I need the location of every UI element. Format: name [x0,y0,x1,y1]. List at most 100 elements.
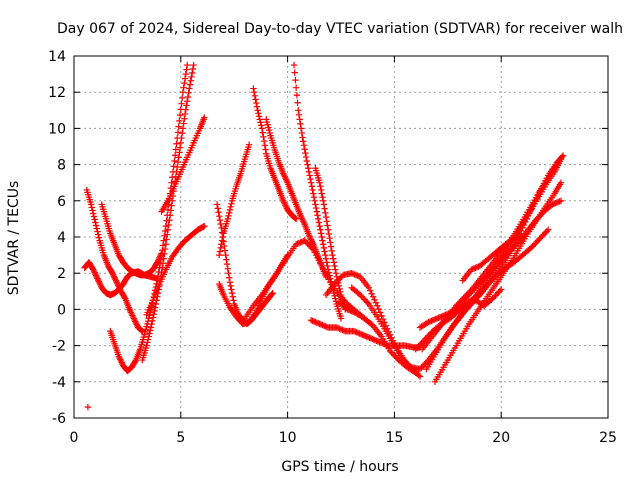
data-point [163,217,170,224]
data-point [479,276,486,284]
data-point [91,269,98,276]
data-point [418,339,425,347]
data-point [255,110,262,117]
data-point [312,201,319,208]
data-point [297,120,304,128]
data-point [94,228,101,235]
data-point [183,66,190,73]
data-point [509,245,516,252]
series-arc-11 [250,85,300,223]
data-point [322,213,330,221]
data-point [340,327,348,334]
data-point [496,287,503,295]
data-point [445,310,452,317]
data-point [306,233,313,240]
data-point [495,289,502,296]
data-point [185,89,192,97]
data-point [315,320,322,327]
data-point [333,324,340,331]
data-point [318,190,325,197]
data-point [334,277,341,285]
data-point [95,234,103,241]
data-point [353,329,360,336]
data-point [90,213,98,220]
data-point [292,215,300,223]
data-point [320,322,328,329]
data-point [557,197,565,204]
data-point [260,133,267,141]
data-point [298,129,306,137]
data-point [309,186,316,194]
data-point [315,215,322,223]
data-point [498,286,505,293]
data-point [439,312,447,320]
data-point [132,319,140,327]
data-point [426,318,434,325]
data-point [302,238,310,246]
data-point [161,245,169,253]
data-point [300,138,307,145]
axis-ticks: 0 5 10 15 20 25 -6 -4 -2 0 2 4 6 8 10 12 14 [48,49,617,446]
y-axis-label: SDTVAR / TECUs [6,181,22,296]
data-point [318,233,325,241]
data-point [300,219,308,227]
data-point [225,212,232,220]
data-point [92,270,99,278]
data-point [168,202,175,209]
data-point [221,242,228,250]
data-point [329,251,336,259]
data-point [151,307,158,315]
data-point [174,129,182,136]
data-point [381,319,388,326]
x-tick-label: 20 [492,430,510,446]
data-point [226,206,234,214]
data-point [322,209,329,217]
data-point [543,228,550,235]
data-point [462,295,469,302]
data-point [183,102,190,109]
data-point [179,125,187,132]
data-point [178,134,185,142]
data-point [228,289,236,297]
data-point [472,284,479,291]
data-points [81,61,567,411]
data-point [469,287,476,294]
data-point [138,327,145,334]
data-point [475,281,482,288]
data-point [126,306,133,313]
data-point [419,338,427,345]
data-point [334,324,342,332]
y-tick-label: 2 [57,266,66,282]
y-tick-label: -4 [52,375,66,391]
series-arc-13 [263,116,330,281]
data-point [364,333,372,341]
data-point [260,137,268,145]
data-point [472,264,479,271]
data-point [297,213,305,220]
data-point [320,201,328,208]
y-tick-label: 10 [48,121,66,137]
data-point [137,326,145,334]
data-point [227,203,234,211]
data-point [490,274,498,282]
data-point [171,157,178,165]
data-point [96,279,103,287]
data-point [371,296,378,303]
data-point [111,274,118,281]
data-point [146,330,153,337]
data-point [476,289,484,297]
data-point [337,274,344,282]
data-point [332,266,339,273]
data-point [161,232,168,239]
data-point [145,333,152,340]
data-point [291,214,298,221]
data-point [419,362,427,370]
data-point [348,270,355,277]
data-point [468,298,475,306]
data-point [297,239,304,246]
data-point [359,294,367,302]
data-point [473,282,481,290]
data-point [230,297,237,304]
data-point [463,293,471,300]
